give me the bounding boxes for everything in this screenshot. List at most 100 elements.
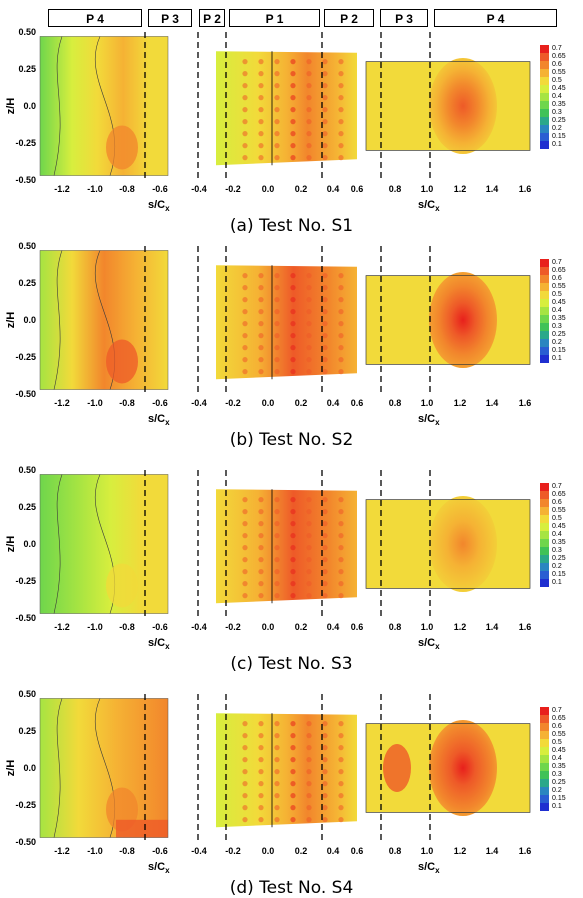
legend-swatch: [540, 539, 549, 547]
x-tick-label: -1.0: [87, 398, 103, 408]
legend-swatch: [540, 531, 549, 539]
x-tick-label: -0.6: [152, 184, 168, 194]
legend-value: 0.15: [552, 347, 566, 354]
wake-spot: [338, 143, 344, 149]
contour-panel: z/H 0.50 0.25 0.0 -0.25 -0.50 -1.2 -1.0 -0.8 -0.6…: [5, 27, 531, 213]
wake-spot: [338, 297, 344, 303]
y-tick-label: 0.25: [18, 502, 36, 512]
x-tick-label: 0.0: [262, 184, 275, 194]
wake-spot: [242, 745, 248, 751]
legend-value: 0.7: [552, 45, 562, 52]
zone-label: P 2: [324, 9, 374, 27]
legend-swatch: [540, 723, 549, 731]
wake-spot: [258, 107, 264, 113]
wake-spot: [274, 805, 280, 811]
legend-swatch: [540, 523, 549, 531]
x-tick-label: 0.2: [295, 622, 308, 632]
wake-spot: [242, 321, 248, 327]
wake-spot: [258, 557, 264, 563]
legend-swatch: [540, 579, 549, 587]
legend-value: 0.65: [552, 491, 566, 498]
wake-spot: [258, 569, 264, 575]
x-axis-subscript: x: [435, 866, 440, 875]
wake-spot: [306, 733, 312, 739]
legend-swatch: [540, 259, 549, 267]
legend-value: 0.55: [552, 283, 566, 290]
high-loss-core: [106, 563, 138, 608]
x-tick-label: 0.8: [389, 622, 402, 632]
wake-spot: [274, 593, 280, 599]
x-tick-label: 1.0: [421, 846, 434, 856]
x-tick-label: -1.2: [54, 846, 70, 856]
legend-swatch: [540, 499, 549, 507]
x-axis-label: s/Cx: [148, 199, 170, 213]
wake-spot: [290, 71, 296, 77]
legend-swatch: [540, 331, 549, 339]
wake-spot: [258, 509, 264, 515]
legend-value: 0.25: [552, 331, 566, 338]
wake-spot: [274, 321, 280, 327]
legend-swatch: [540, 803, 549, 811]
wake-spot: [322, 581, 328, 587]
legend-swatch: [540, 779, 549, 787]
wake-spot: [242, 793, 248, 799]
wake-spot: [274, 545, 280, 551]
wake-spot: [306, 285, 312, 291]
wake-spot: [274, 143, 280, 149]
x-tick-label: 0.2: [295, 184, 308, 194]
x-tick-label: -0.6: [152, 398, 168, 408]
x-tick-label: -0.2: [225, 398, 241, 408]
x-tick-label: 1.4: [486, 622, 499, 632]
legend-swatch: [540, 547, 549, 555]
wake-spot: [290, 321, 296, 327]
legend-value: 0.2: [552, 125, 562, 132]
wake-spot: [322, 593, 328, 599]
middle-contour-field: [216, 51, 357, 166]
legend-value: 0.1: [552, 141, 562, 148]
contour-panel: z/H 0.50 0.25 0.0 -0.25 -0.50 -1.2 -1.0 -0.8 -0.6…: [5, 241, 531, 427]
wake-spot: [258, 805, 264, 811]
wake-spot: [242, 509, 248, 515]
wake-spot: [322, 309, 328, 315]
wake-spot: [322, 545, 328, 551]
x-tick-label: 1.2: [454, 622, 467, 632]
wake-spot: [338, 733, 344, 739]
legend-value: 0.15: [552, 571, 566, 578]
wake-spot: [338, 805, 344, 811]
x-tick-label: 1.4: [486, 184, 499, 194]
wake-spot: [242, 569, 248, 575]
panel-caption: (d) Test No. S4: [229, 878, 354, 898]
x-tick-label: -0.2: [225, 846, 241, 856]
wake-spot: [338, 285, 344, 291]
wake-spot: [274, 509, 280, 515]
wake-spot: [338, 345, 344, 351]
x-axis-label: s/Cx: [148, 637, 170, 651]
wake-spot: [306, 793, 312, 799]
wake-spot: [290, 131, 296, 137]
wake-spot: [338, 509, 344, 515]
wake-spot: [242, 593, 248, 599]
wake-spot: [290, 497, 296, 503]
legend-value: 0.3: [552, 771, 562, 778]
x-axis-subscript: x: [165, 866, 170, 875]
wake-spot: [274, 733, 280, 739]
y-tick-label: -0.50: [15, 613, 36, 623]
wake-spot: [242, 757, 248, 763]
wake-spot: [274, 107, 280, 113]
left-plot-frame: [39, 474, 169, 614]
wake-spot: [306, 545, 312, 551]
x-axis-subscript: x: [435, 642, 440, 651]
x-tick-label: 1.6: [519, 184, 532, 194]
wake-spot: [306, 781, 312, 787]
legend-swatch: [540, 563, 549, 571]
wake-spot: [274, 131, 280, 137]
legend-swatch: [540, 747, 549, 755]
wake-spot: [322, 557, 328, 563]
wake-spot: [290, 593, 296, 599]
x-tick-label: -0.4: [191, 184, 207, 194]
x-axis-subscript: x: [435, 418, 440, 427]
wake-spot: [290, 59, 296, 65]
x-tick-label: -0.4: [191, 398, 207, 408]
wake-spot: [258, 793, 264, 799]
wake-spot: [274, 333, 280, 339]
